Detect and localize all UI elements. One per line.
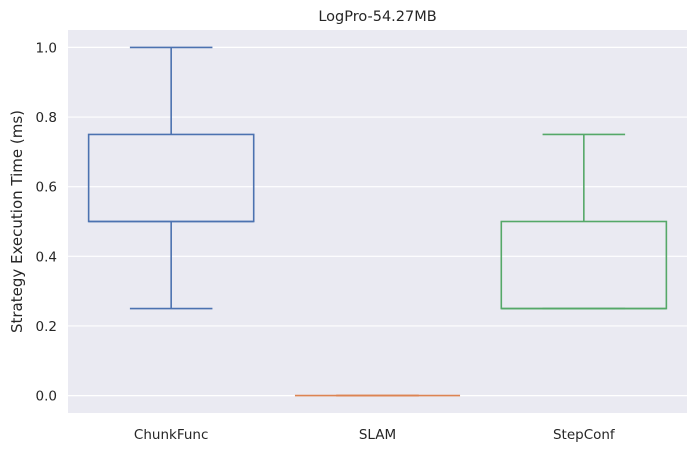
y-tick-label: 0.2: [36, 319, 57, 335]
chart-title: LogPro-54.27MB: [318, 9, 436, 25]
box-stepconf: [500, 133, 668, 310]
x-tick-label: StepConf: [553, 427, 616, 443]
y-tick-label: 1.0: [36, 40, 57, 56]
y-tick-label: 0.8: [36, 110, 57, 126]
y-tick-labels: 0.0 0.2 0.4 0.6 0.8 1.0: [36, 40, 57, 404]
y-tick-label: 0.6: [36, 180, 57, 196]
y-axis-label: Strategy Execution Time (ms): [8, 110, 26, 333]
box-chunkfunc: [87, 46, 255, 310]
y-tick-label: 0.0: [36, 389, 57, 405]
x-tick-label: SLAM: [359, 427, 396, 443]
x-tick-label: ChunkFunc: [134, 427, 208, 443]
x-tick-labels: ChunkFunc SLAM StepConf: [134, 427, 616, 443]
boxes: [87, 46, 668, 397]
y-tick-label: 0.4: [36, 249, 57, 265]
